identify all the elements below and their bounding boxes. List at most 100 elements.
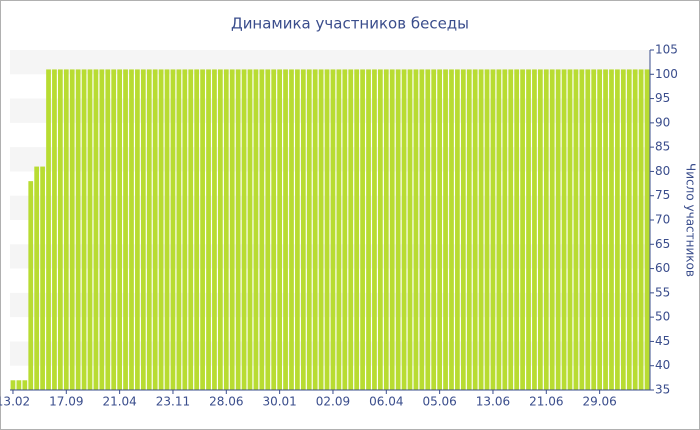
bar <box>603 69 608 390</box>
bar <box>271 69 277 390</box>
grid-band <box>10 195 650 220</box>
grid-band <box>10 341 650 366</box>
bar <box>573 69 579 390</box>
bar <box>615 69 620 390</box>
bar <box>378 69 383 390</box>
bar <box>146 69 152 390</box>
bar <box>401 69 407 390</box>
bar <box>579 69 585 390</box>
y-tick-label: 70 <box>655 213 670 227</box>
bar <box>484 69 490 390</box>
bar <box>372 69 377 390</box>
bar <box>75 69 81 390</box>
bar <box>585 69 591 390</box>
bar <box>277 69 282 390</box>
bar <box>360 69 365 390</box>
y-tick-label: 95 <box>655 91 670 105</box>
bar <box>620 69 626 390</box>
bar <box>626 69 632 390</box>
x-tick-label: 17.09 <box>49 395 83 409</box>
bar <box>514 69 520 390</box>
y-tick-label: 60 <box>655 261 670 275</box>
bar <box>170 69 176 390</box>
bar <box>117 69 122 390</box>
bar <box>135 69 140 390</box>
grid-band <box>10 292 650 318</box>
bar <box>407 69 413 390</box>
bar <box>81 69 87 390</box>
bar <box>395 69 401 390</box>
bar <box>490 69 496 390</box>
bar <box>472 69 478 390</box>
x-tick-label: 06.04 <box>369 395 403 409</box>
bar <box>526 69 531 390</box>
grid-band <box>10 50 650 75</box>
bar <box>431 69 437 390</box>
y-tick-label: 40 <box>655 358 670 372</box>
bar <box>543 69 549 390</box>
bar <box>342 69 348 390</box>
bar <box>508 69 514 390</box>
y-tick-label: 100 <box>655 67 678 81</box>
bar <box>105 69 111 390</box>
x-tick-label: 02.09 <box>316 395 350 409</box>
bar <box>123 69 128 390</box>
x-tick-label: 21.06 <box>529 395 563 409</box>
bar <box>443 69 448 390</box>
bar <box>212 69 217 390</box>
x-tick-label: 21.04 <box>102 395 136 409</box>
bar <box>638 69 644 390</box>
bar <box>597 69 602 390</box>
bar <box>609 69 614 390</box>
bar <box>152 69 158 390</box>
y-tick-label: 85 <box>655 140 670 154</box>
bar <box>129 69 134 390</box>
bar <box>460 69 466 390</box>
bar <box>324 69 330 390</box>
bar <box>99 69 105 390</box>
bar <box>63 69 69 390</box>
bar <box>200 69 205 390</box>
bar <box>289 69 294 390</box>
bar <box>16 380 22 390</box>
bar <box>549 69 555 390</box>
bar <box>206 69 211 390</box>
bar <box>591 69 597 390</box>
bar <box>164 69 170 390</box>
bar <box>644 69 650 390</box>
x-tick-label: 23.11 <box>156 395 190 409</box>
bar <box>253 69 259 390</box>
bar <box>182 69 188 390</box>
bar <box>300 69 306 390</box>
bar <box>87 69 93 390</box>
bar <box>466 69 472 390</box>
y-tick-label: 105 <box>655 43 678 57</box>
bar <box>22 380 28 390</box>
bar <box>283 69 288 390</box>
bar <box>69 69 75 390</box>
y-tick-label: 55 <box>655 285 670 299</box>
bar <box>247 69 253 390</box>
bar <box>336 69 342 390</box>
bar <box>218 69 223 390</box>
x-tick-label: 29.06 <box>582 395 616 409</box>
bar <box>111 69 117 390</box>
x-tick-label: 13.06 <box>476 395 510 409</box>
bar <box>330 69 336 390</box>
bar <box>354 69 360 390</box>
bar <box>188 69 194 390</box>
y-tick-label: 35 <box>655 383 670 397</box>
bar <box>425 69 431 390</box>
bar <box>46 69 51 390</box>
bar <box>478 69 484 390</box>
y-tick-label: 50 <box>655 310 670 324</box>
bar <box>176 69 182 390</box>
bar <box>34 166 40 390</box>
bar <box>265 69 271 390</box>
bar <box>223 69 229 390</box>
chart-title: Динамика участников беседы <box>231 15 469 33</box>
x-tick-label: 30.01 <box>262 395 296 409</box>
y-tick-label: 90 <box>655 115 670 129</box>
